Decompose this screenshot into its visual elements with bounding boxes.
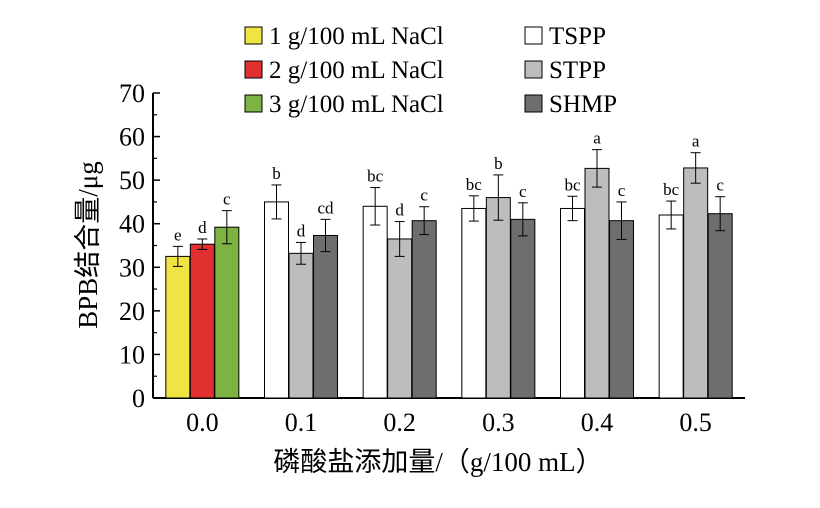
significance-label: c — [223, 190, 231, 209]
significance-label: c — [420, 186, 428, 205]
bar — [560, 207, 585, 399]
x-tick-label: 0.4 — [581, 408, 614, 437]
legend-label: 1 g/100 mL NaCl — [269, 23, 444, 50]
significance-label: d — [395, 201, 404, 220]
legend-swatch — [524, 94, 543, 113]
legend-label: TSPP — [549, 23, 606, 50]
significance-label: a — [593, 129, 601, 148]
legend-swatch — [244, 60, 263, 79]
bar — [189, 243, 215, 399]
legend-swatch — [524, 60, 543, 79]
significance-label: cd — [317, 198, 334, 217]
bar — [707, 213, 733, 399]
bar — [485, 197, 511, 399]
y-tick-label: 20 — [119, 297, 145, 326]
significance-label: d — [198, 218, 207, 237]
legend: 1 g/100 mL NaCl 2 g/100 mL NaCl 3 g/100 mL… — [244, 23, 617, 118]
legend-swatch — [244, 26, 263, 45]
legend-label: 3 g/100 mL NaCl — [269, 91, 444, 118]
bar — [658, 214, 684, 399]
bar — [387, 238, 413, 399]
legend-swatch — [244, 94, 263, 113]
bar — [609, 220, 634, 399]
bar — [313, 234, 338, 399]
significance-label: c — [519, 182, 527, 201]
legend-label: 2 g/100 mL NaCl — [269, 57, 444, 84]
significance-label: b — [494, 154, 503, 173]
y-tick-label: 0 — [132, 384, 145, 413]
y-axis-title: BPB结合量/μg — [73, 161, 103, 329]
x-tick-label: 0.5 — [679, 408, 712, 437]
significance-label: bc — [663, 180, 680, 199]
bar — [214, 226, 240, 399]
y-tick-label: 30 — [119, 253, 145, 282]
y-tick-label: 50 — [119, 166, 145, 195]
legend-swatch — [524, 26, 543, 45]
significance-label: c — [618, 181, 626, 200]
y-tick-label: 60 — [119, 123, 145, 152]
bar — [584, 167, 610, 399]
significance-label: a — [692, 132, 700, 151]
significance-label: d — [297, 221, 306, 240]
significance-label: bc — [564, 175, 581, 194]
significance-label: c — [716, 176, 724, 195]
legend-label: SHMP — [549, 91, 617, 118]
y-tick-label: 70 — [119, 79, 145, 108]
legend-label: STPP — [549, 57, 606, 84]
x-tick-label: 0.0 — [186, 408, 219, 437]
bars — [165, 167, 733, 399]
significance-label: bc — [466, 175, 483, 194]
axes: 0 10 20 30 40 50 60 70 0.0 0.1 0.2 0.3 0.4 0.5 — [119, 79, 745, 437]
y-tick-label: 40 — [119, 210, 145, 239]
significance-label: bc — [367, 167, 384, 186]
bar — [288, 252, 314, 399]
y-tick-label: 10 — [119, 340, 145, 369]
significance-label: b — [272, 164, 281, 183]
bar — [362, 205, 388, 399]
bar — [510, 218, 536, 399]
significance-label: e — [174, 225, 182, 244]
bar — [683, 167, 709, 399]
bar — [461, 207, 487, 399]
bar — [411, 220, 437, 399]
x-axis-title: 磷酸盐添加量/（g/100 mL） — [273, 447, 602, 477]
x-tick-label: 0.2 — [383, 408, 416, 437]
x-tick-label: 0.1 — [285, 408, 318, 437]
bar — [264, 201, 289, 399]
bar — [165, 255, 191, 399]
error-bars — [172, 149, 726, 267]
x-tick-label: 0.3 — [482, 408, 515, 437]
